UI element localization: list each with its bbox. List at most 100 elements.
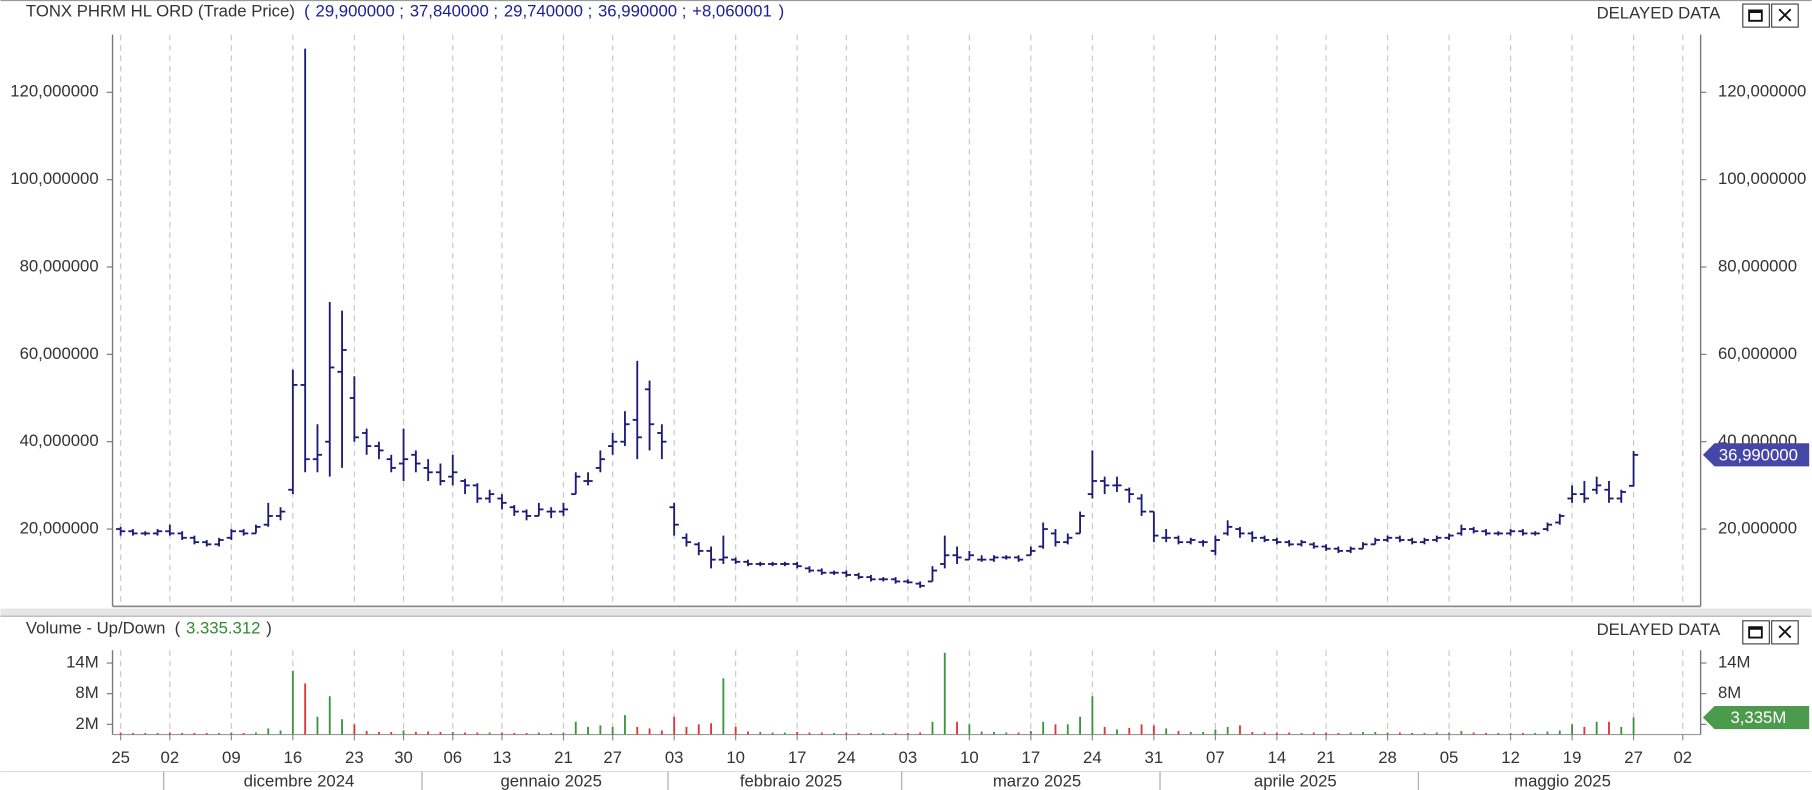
ohlc-bar [952,546,962,564]
ohlc-bar [521,509,532,521]
ohlc-bar [1161,529,1171,543]
x-tick-label: 10 [726,748,745,767]
ohlc-bar [681,533,692,547]
quote-bracket: ) [266,619,272,638]
ohlc-bar [1555,513,1565,525]
ohlc-bar [534,502,544,517]
ohlc-bar [1395,535,1405,543]
ohlc-bar [165,524,175,536]
ohlc-bar [1136,494,1147,516]
ohlc-bar [1321,544,1331,551]
x-tick-label: 21 [554,748,573,767]
ohlc-bar [1456,524,1466,536]
month-label: maggio 2025 [1514,771,1611,790]
maximize-button[interactable] [1742,620,1770,645]
ohlc-bar [608,432,618,455]
ohlc-bar [1419,537,1430,545]
ohlc-bar [817,568,827,575]
y-tick-label: 14M [1718,652,1751,671]
ohlc-bar [915,581,925,589]
quote-separator: ; [493,2,498,21]
ohlc-bar [1469,526,1479,534]
ohlc-bar [349,376,359,442]
ohlc-bar [1013,555,1024,562]
x-tick-label: 09 [222,748,241,767]
close-button[interactable] [1771,3,1799,28]
ohlc-bar [460,478,470,495]
ohlc-bar [509,505,519,516]
chart-title: TONX PHRM HL ORD (Trade Price) [26,2,295,21]
maximize-button[interactable] [1742,3,1770,28]
month-label: gennaio 2025 [500,771,601,790]
ohlc-bar [694,542,704,556]
ohlc-bar [718,535,728,564]
y-tick-label: 20,000000 [1718,518,1797,537]
ohlc-bar [152,529,163,536]
ohlc-bar [731,557,741,564]
quote-value: +8,060001 [692,2,772,21]
ohlc-bar [1112,476,1122,492]
ohlc-bar [1358,542,1368,550]
x-tick-label: 21 [1317,748,1336,767]
ohlc-bar [1309,542,1319,549]
ohlc-bar [1038,522,1048,549]
x-tick-label: 14 [1268,748,1287,767]
close-button[interactable] [1771,620,1799,645]
x-tick-label: 31 [1145,748,1164,767]
last-value-label: 36,990000 [1719,445,1798,464]
status-label: DELAYED DATA [1597,620,1722,639]
ohlc-bar [1259,535,1270,543]
ohlc-bar [657,424,667,460]
ohlc-bar [1100,476,1110,495]
x-tick-label: 02 [161,748,180,767]
quote-bracket: ( [175,619,181,638]
x-tick-label: 02 [1673,748,1692,767]
ohlc-bar [226,529,236,540]
ohlc-bar [644,380,655,451]
ohlc-bar [989,555,999,562]
ohlc-bar [337,310,347,468]
ohlc-bar [1493,531,1503,536]
x-tick-label: 13 [493,748,512,767]
ohlc-bar [829,570,839,575]
ohlc-bar [903,579,913,584]
quote-separator: ; [399,2,404,21]
x-tick-label: 17 [1022,748,1041,767]
ohlc-bar [1235,526,1245,538]
x-tick-label: 30 [394,748,413,767]
ohlc-bar [288,369,298,495]
ohlc-bar [1407,537,1417,545]
x-tick-label: 06 [443,748,462,767]
ohlc-bar [595,450,605,473]
ohlc-bar [620,411,630,447]
x-tick-label: 19 [1563,748,1582,767]
x-tick-label: 10 [960,748,979,767]
ohlc-bar [472,483,482,503]
ohlc-bar [1198,539,1208,547]
ohlc-bar [1124,487,1134,503]
y-tick-label: 8M [1718,683,1741,702]
ohlc-bar [940,535,950,569]
y-tick-label: 14M [66,652,99,671]
ohlc-bar [1063,533,1073,545]
last-value-tag [1702,705,1810,730]
ohlc-bar [669,502,679,536]
ohlc-bar [1173,535,1184,545]
x-tick-label: 12 [1501,748,1520,767]
ohlc-bar [1567,485,1577,503]
quote-value: 29,900000 [316,2,395,21]
ohlc-bar [1272,537,1282,545]
ohlc-bar [1050,529,1061,547]
ohlc-bar [1518,529,1528,536]
y-tick-label: 100,000000 [1718,169,1806,188]
y-tick-label: 80,000000 [1718,256,1797,275]
ohlc-bar [706,546,716,569]
ohlc-bar [1628,451,1639,487]
ohlc-bar [1444,533,1454,540]
ohlc-bar [485,489,495,503]
ohlc-bar [1370,537,1380,546]
ohlc-bar [116,526,126,536]
